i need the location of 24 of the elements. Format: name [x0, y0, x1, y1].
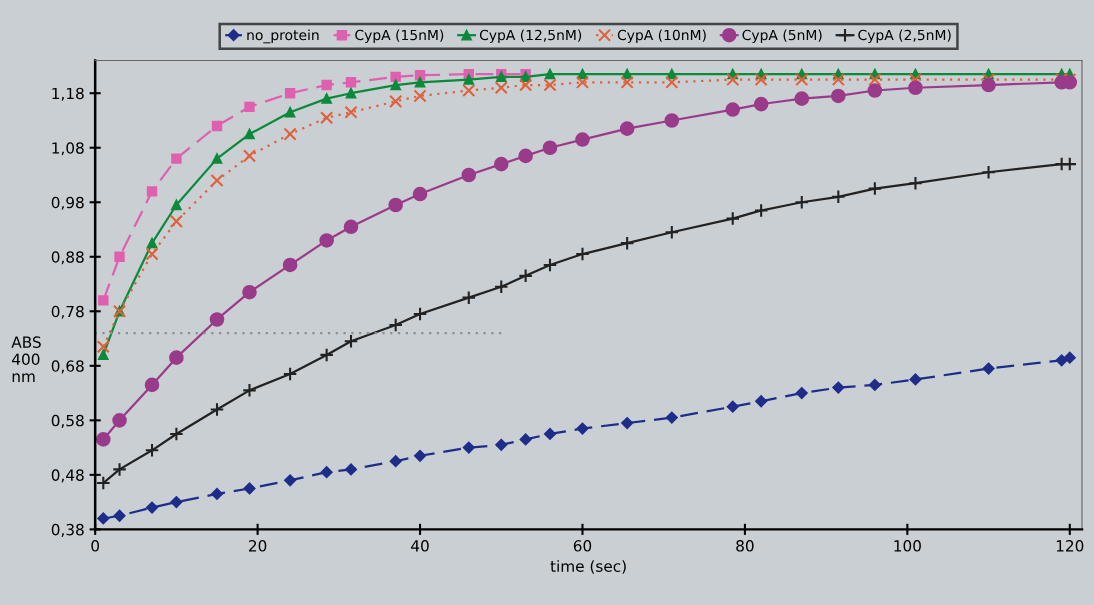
- y-tick-label: 0,68: [51, 360, 84, 374]
- y-tick-label: 0,78: [51, 305, 84, 319]
- legend-label: no_protein: [247, 29, 319, 44]
- y-tick-label: 0,88: [51, 251, 84, 265]
- x-tick-label: 20: [249, 540, 267, 552]
- x-tick-label: 80: [736, 540, 754, 552]
- x-axis-title: time (sec): [550, 560, 626, 574]
- x-tick-label: 40: [411, 540, 429, 552]
- y-tick-label: 0,58: [51, 414, 84, 428]
- x-tick-label: 100: [894, 540, 921, 552]
- legend-label: CypA (5nM): [742, 29, 822, 43]
- y-tick-label: 0,48: [51, 469, 84, 483]
- legend-label: CypA (12,5nM): [479, 29, 582, 43]
- y-tick-label: 1,08: [52, 142, 84, 156]
- legend-label: CypA (15nM): [355, 29, 444, 43]
- x-tick-label: 60: [573, 540, 592, 552]
- x-tick-label: 0: [91, 540, 100, 552]
- x-tick-label: 120: [1056, 540, 1084, 552]
- y-tick-label: 0,38: [51, 523, 84, 537]
- y-tick-label: 0,98: [51, 196, 84, 210]
- legend-label: CypA (2,5nM): [858, 29, 951, 43]
- legend-label: CypA (10nM): [617, 29, 706, 43]
- y-axis-title: ABS 400 nm: [11, 336, 41, 382]
- y-tick-label: 1,18: [52, 87, 84, 101]
